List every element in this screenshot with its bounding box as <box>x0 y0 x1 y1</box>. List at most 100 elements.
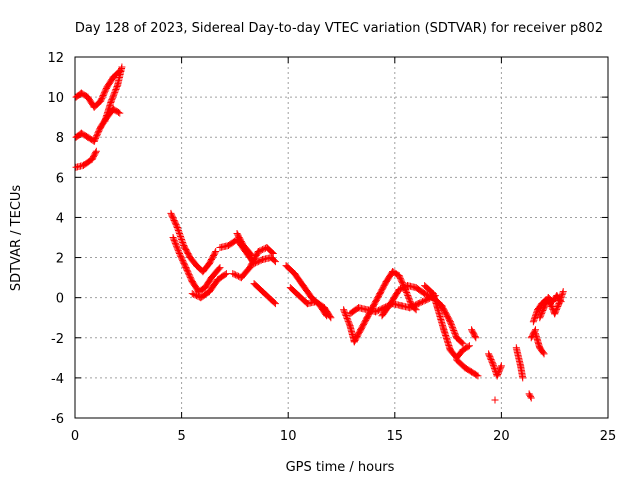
data-point <box>421 296 429 304</box>
data-point <box>496 366 504 374</box>
y-tick-label: 4 <box>56 211 64 226</box>
data-point <box>409 302 417 310</box>
data-point <box>542 298 550 306</box>
data-point <box>342 312 350 320</box>
data-point <box>173 222 181 230</box>
data-point <box>406 297 414 305</box>
grid-lines <box>75 57 608 418</box>
data-point <box>257 256 265 264</box>
data-point <box>116 109 124 117</box>
data-point <box>537 311 545 319</box>
data-point <box>109 93 117 101</box>
data-point <box>405 294 413 302</box>
data-point <box>222 270 230 278</box>
data-point <box>211 249 219 257</box>
data-point <box>527 393 535 401</box>
data-point <box>271 300 279 308</box>
data-point <box>114 108 122 116</box>
data-point <box>491 396 499 404</box>
data-point <box>215 265 223 273</box>
data-point <box>271 258 279 266</box>
data-point <box>553 305 561 313</box>
data-point <box>373 307 381 315</box>
data-point <box>532 312 540 320</box>
data-point <box>416 299 424 307</box>
data-point <box>407 303 415 311</box>
data-point <box>372 308 380 316</box>
data-point <box>270 299 278 307</box>
data-point <box>557 298 565 306</box>
data-point <box>344 317 352 325</box>
data-point <box>179 240 187 248</box>
data-point <box>486 354 494 362</box>
data-point <box>377 305 385 313</box>
data-point <box>174 245 182 253</box>
x-tick-label: 0 <box>71 429 79 444</box>
data-point <box>540 304 548 312</box>
data-point <box>417 298 425 306</box>
data-point <box>92 149 100 157</box>
data-point <box>556 296 564 304</box>
data-point <box>341 309 349 317</box>
y-tick-label: -6 <box>51 412 64 427</box>
data-point <box>404 293 412 301</box>
data-point <box>450 328 458 336</box>
data-point <box>401 283 409 291</box>
data-point <box>538 309 546 317</box>
data-point <box>221 270 229 278</box>
data-point <box>423 296 431 304</box>
data-point <box>254 248 262 256</box>
data-point <box>376 306 384 314</box>
data-point <box>488 357 496 365</box>
data-point <box>107 97 115 105</box>
data-point <box>413 300 421 308</box>
data-point <box>539 305 547 313</box>
data-point <box>193 292 201 300</box>
data-point <box>406 296 414 304</box>
data-point <box>108 94 116 102</box>
data-point <box>399 284 407 292</box>
data-point <box>374 306 382 314</box>
data-point <box>343 314 351 322</box>
data-point <box>395 286 403 294</box>
y-tick-label: 2 <box>56 252 64 267</box>
plot-frame <box>74 56 609 419</box>
data-point <box>174 225 182 233</box>
data-point <box>118 63 126 71</box>
data-point <box>540 350 548 358</box>
data-point <box>410 302 418 310</box>
axis-ticks <box>74 56 609 419</box>
data-point <box>112 85 120 93</box>
data-point <box>539 349 547 357</box>
data-point <box>531 313 539 321</box>
data-point <box>404 291 412 299</box>
data-point <box>247 250 255 258</box>
data-point <box>178 237 186 245</box>
data-point <box>343 313 351 321</box>
data-point <box>216 264 224 272</box>
data-point <box>474 372 482 380</box>
data-point <box>398 284 406 292</box>
data-point <box>495 368 503 376</box>
data-point <box>449 325 457 333</box>
data-point <box>447 319 455 327</box>
y-tick-label: 6 <box>56 171 64 186</box>
data-point <box>177 232 185 240</box>
data-point <box>171 238 179 246</box>
data-point <box>551 310 559 318</box>
data-point <box>419 298 427 306</box>
data-point <box>113 83 121 91</box>
data-point <box>344 316 352 324</box>
y-tick-label: 10 <box>47 91 64 106</box>
data-point <box>489 360 497 368</box>
data-point <box>465 342 473 350</box>
data-point <box>447 321 455 329</box>
data-point <box>173 223 181 231</box>
data-point <box>414 300 422 308</box>
data-point <box>485 350 493 358</box>
data-point <box>494 370 502 378</box>
data-point <box>527 394 535 402</box>
data-point <box>170 236 178 244</box>
data-point <box>451 329 459 337</box>
